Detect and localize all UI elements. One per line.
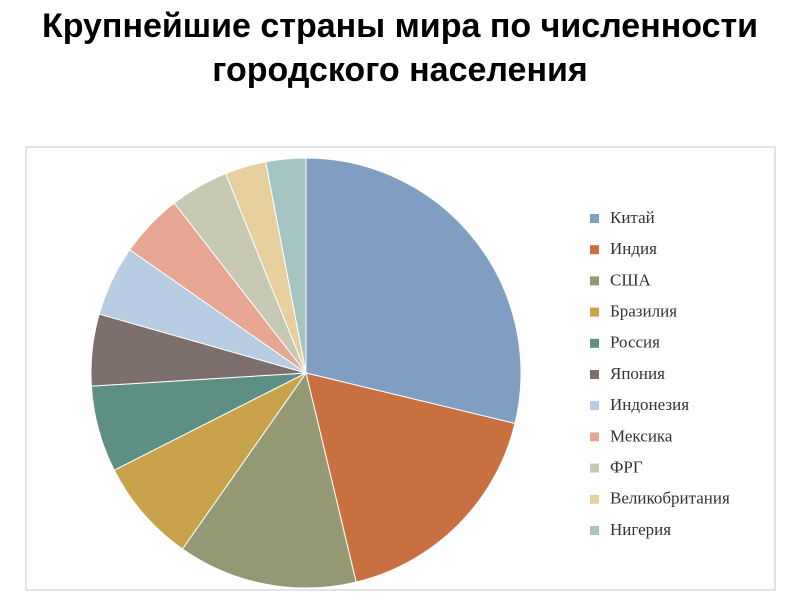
legend-swatch — [590, 307, 599, 317]
legend-label: Нигерия — [610, 520, 671, 539]
legend-swatch — [590, 432, 599, 442]
legend-label: Россия — [610, 333, 660, 352]
legend-label: Мексика — [610, 426, 673, 445]
legend-label: США — [610, 270, 651, 289]
legend-swatch — [590, 214, 599, 223]
legend-swatch — [590, 463, 599, 473]
legend-swatch — [590, 401, 599, 411]
pie-slice — [305, 372, 516, 583]
legend-label: Индия — [610, 239, 657, 258]
legend-label: Бразилия — [610, 302, 677, 321]
legend-swatch — [590, 526, 599, 535]
chart-frame — [25, 146, 776, 591]
pie-slice — [113, 372, 307, 550]
legend-label: Китай — [610, 208, 655, 227]
legend-label: ФРГ — [610, 458, 643, 477]
pie-slice — [265, 157, 307, 374]
legend-swatch — [590, 245, 599, 255]
legend-label: Великобритания — [610, 489, 730, 508]
legend-label: Индонезия — [610, 395, 689, 414]
legend-label: Япония — [610, 364, 665, 383]
pie-slice — [305, 157, 522, 425]
legend-swatch — [590, 370, 599, 379]
legend-swatch — [590, 276, 599, 286]
pie-slice — [181, 371, 357, 589]
legend-swatch — [590, 338, 599, 348]
chart-title: Крупнейшие страны мира по численности го… — [41, 7, 759, 89]
legend-swatch — [590, 494, 599, 504]
